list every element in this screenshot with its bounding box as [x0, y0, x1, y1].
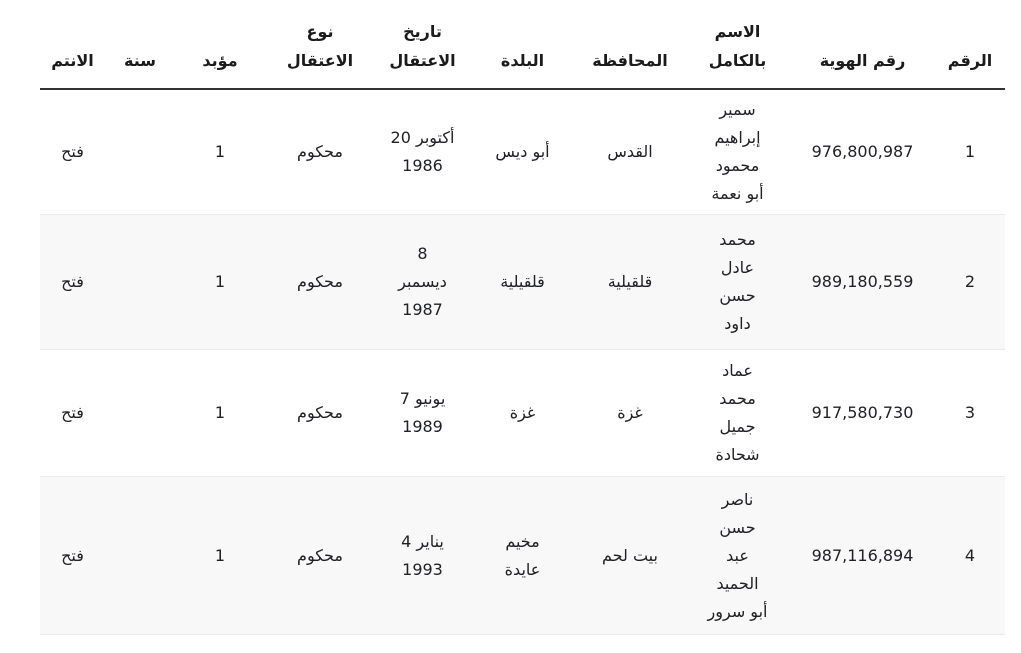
cell-full-name: محمد عادل حسن داود: [685, 214, 790, 350]
cell-id-number: 989,180,559: [790, 214, 935, 350]
column-header-town: البلدة: [470, 0, 575, 90]
cell-town: مخيم عايدة: [470, 476, 575, 635]
column-header-years: سنة: [105, 0, 175, 90]
cell-years: [105, 476, 175, 635]
cell-affiliation: فتح: [40, 476, 105, 635]
cell-number: 4: [935, 476, 1005, 635]
cell-life-sentence: 1: [175, 349, 265, 477]
cell-life-sentence: 1: [175, 214, 265, 350]
cell-governorate: قلقيلية: [575, 214, 685, 350]
cell-full-name: عماد محمد جميل شحادة: [685, 349, 790, 477]
cell-affiliation: فتح: [40, 214, 105, 350]
table-header: الرقم رقم الهوية الاسم بالكامل المحافظة …: [40, 0, 1005, 90]
table-body: 1 976,800,987 سمير إبراهيم محمود أبو نعم…: [40, 89, 1005, 635]
cell-life-sentence: 1: [175, 89, 265, 215]
cell-town: قلقيلية: [470, 214, 575, 350]
cell-governorate: القدس: [575, 89, 685, 215]
cell-town: غزة: [470, 349, 575, 477]
header-row: الرقم رقم الهوية الاسم بالكامل المحافظة …: [40, 0, 1005, 90]
cell-years: [105, 214, 175, 350]
column-header-arrest-type: نوع الاعتقال: [265, 0, 375, 90]
cell-arrest-date: 8 ديسمبر 1987: [375, 214, 470, 350]
column-header-full-name: الاسم بالكامل: [685, 0, 790, 90]
cell-number: 2: [935, 214, 1005, 350]
cell-years: [105, 349, 175, 477]
table-row: 3 917,580,730 عماد محمد جميل شحادة غزة غ…: [40, 349, 1005, 477]
table-row: 2 989,180,559 محمد عادل حسن داود قلقيلية…: [40, 214, 1005, 350]
cell-arrest-type: محكوم: [265, 476, 375, 635]
cell-affiliation: فتح: [40, 349, 105, 477]
cell-arrest-type: محكوم: [265, 89, 375, 215]
prisoners-table: الرقم رقم الهوية الاسم بالكامل المحافظة …: [40, 0, 1005, 635]
cell-affiliation: فتح: [40, 89, 105, 215]
cell-arrest-date: 7 يونيو 1989: [375, 349, 470, 477]
table-row: 1 976,800,987 سمير إبراهيم محمود أبو نعم…: [40, 89, 1005, 215]
column-header-id-number: رقم الهوية: [790, 0, 935, 90]
cell-full-name: سمير إبراهيم محمود أبو نعمة: [685, 89, 790, 215]
cell-number: 1: [935, 89, 1005, 215]
cell-arrest-date: 4 يناير 1993: [375, 476, 470, 635]
cell-arrest-date: 20 أكتوبر 1986: [375, 89, 470, 215]
cell-id-number: 917,580,730: [790, 349, 935, 477]
column-header-affiliation: الانتم: [40, 0, 105, 90]
cell-governorate: غزة: [575, 349, 685, 477]
column-header-governorate: المحافظة: [575, 0, 685, 90]
cell-governorate: بيت لحم: [575, 476, 685, 635]
cell-years: [105, 89, 175, 215]
cell-number: 3: [935, 349, 1005, 477]
table-row: 4 987,116,894 ناصر حسن عبد الحميد أبو سر…: [40, 476, 1005, 635]
cell-id-number: 987,116,894: [790, 476, 935, 635]
cell-arrest-type: محكوم: [265, 349, 375, 477]
cell-full-name: ناصر حسن عبد الحميد أبو سرور: [685, 476, 790, 635]
cell-town: أبو ديس: [470, 89, 575, 215]
column-header-life-sentence: مؤبد: [175, 0, 265, 90]
column-header-arrest-date: تاريخ الاعتقال: [375, 0, 470, 90]
column-header-number: الرقم: [935, 0, 1005, 90]
cell-id-number: 976,800,987: [790, 89, 935, 215]
cell-arrest-type: محكوم: [265, 214, 375, 350]
cell-life-sentence: 1: [175, 476, 265, 635]
